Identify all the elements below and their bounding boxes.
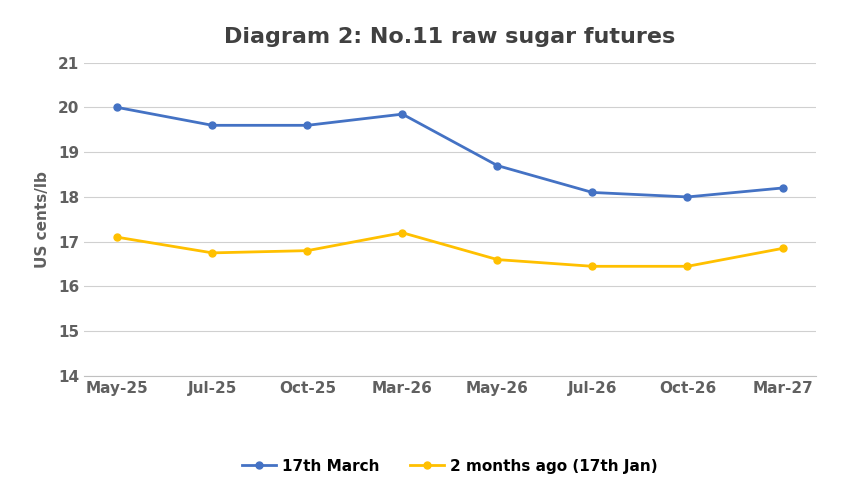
2 months ago (17th Jan) (777, 245, 787, 251)
17th March (208, 122, 218, 128)
Title: Diagram 2: No.11 raw sugar futures: Diagram 2: No.11 raw sugar futures (225, 27, 675, 47)
17th March (492, 163, 502, 169)
17th March (398, 111, 408, 117)
Line: 17th March: 17th March (114, 104, 786, 201)
2 months ago (17th Jan) (113, 234, 123, 240)
17th March (682, 194, 692, 200)
Legend: 17th March, 2 months ago (17th Jan): 17th March, 2 months ago (17th Jan) (236, 453, 664, 480)
Line: 2 months ago (17th Jan): 2 months ago (17th Jan) (114, 229, 786, 270)
2 months ago (17th Jan) (208, 250, 218, 256)
2 months ago (17th Jan) (492, 257, 502, 263)
17th March (587, 189, 597, 195)
17th March (303, 122, 313, 128)
17th March (777, 185, 787, 191)
2 months ago (17th Jan) (303, 248, 313, 254)
2 months ago (17th Jan) (398, 230, 408, 236)
2 months ago (17th Jan) (682, 264, 692, 269)
17th March (113, 105, 123, 110)
2 months ago (17th Jan) (587, 264, 597, 269)
Y-axis label: US cents/lb: US cents/lb (34, 171, 50, 268)
